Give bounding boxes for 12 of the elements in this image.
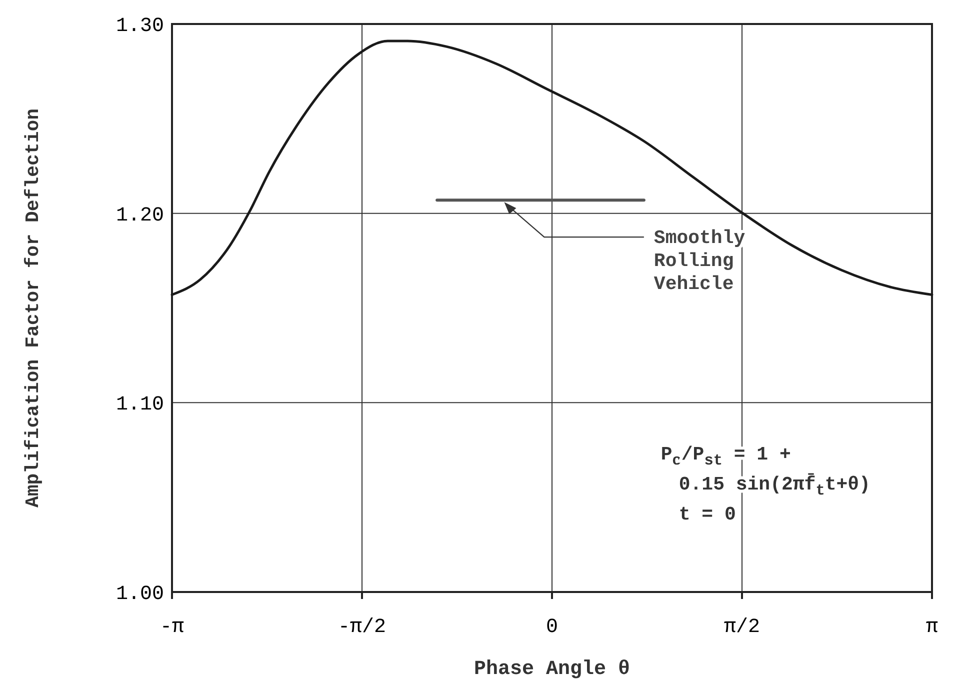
y-tick-label: 1.00 (116, 583, 164, 606)
y-axis-title: Amplification Factor for Deflection (22, 108, 44, 508)
annotation: t = 0 (678, 503, 736, 526)
y-tick-label: 1.10 (116, 394, 164, 417)
x-tick-label: -π (160, 616, 184, 639)
x-tick-label: π (926, 616, 938, 639)
x-tick-label: π/2 (724, 616, 760, 639)
y-tick-label: 1.30 (116, 15, 164, 38)
y-tick-label: 1.20 (116, 204, 164, 228)
x-tick-label: -π/2 (338, 616, 386, 639)
x-tick-label: 0 (546, 616, 558, 639)
x-axis-title: Phase Angle θ (474, 658, 630, 681)
